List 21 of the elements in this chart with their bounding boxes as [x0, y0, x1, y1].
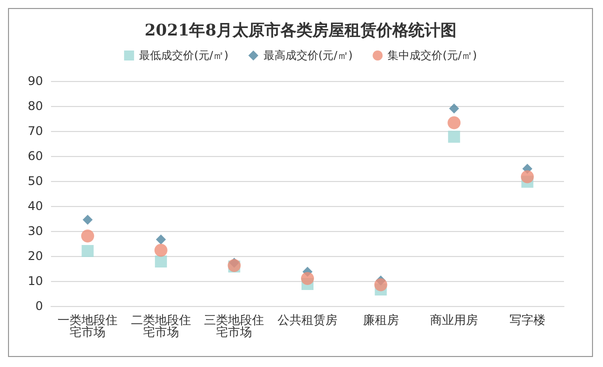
y-tick-label: 90: [28, 74, 43, 88]
y-tick-label: 80: [28, 99, 43, 113]
y-tick-label: 60: [28, 149, 43, 163]
x-tick-label: 一类地段住宅市场: [58, 313, 118, 339]
x-tick-label: 三类地段住宅市场: [204, 313, 264, 339]
y-tick-label: 70: [28, 124, 43, 138]
x-tick-label: 公共租赁房: [278, 313, 338, 327]
legend-label: 最低成交价(元/㎡): [139, 49, 228, 62]
chart-title: 2021年8月太原市各类房屋租赁价格统计图: [144, 20, 456, 40]
y-tick-label: 0: [35, 299, 43, 313]
x-tick-label: 商业用房: [430, 313, 478, 327]
y-tick-label: 40: [28, 199, 43, 213]
y-tick-label: 10: [28, 274, 43, 288]
y-tick-label: 50: [28, 174, 43, 188]
legend-label: 最高成交价(元/㎡): [263, 49, 353, 62]
x-tick-label: 二类地段住宅市场: [130, 313, 191, 339]
y-tick-label: 30: [28, 224, 43, 238]
y-tick-label: 20: [28, 249, 43, 263]
legend-label: 集中成交价(元/㎡): [388, 49, 477, 62]
x-tick-label: 廉租房: [362, 313, 399, 327]
x-tick-label: 写字楼: [509, 313, 546, 327]
